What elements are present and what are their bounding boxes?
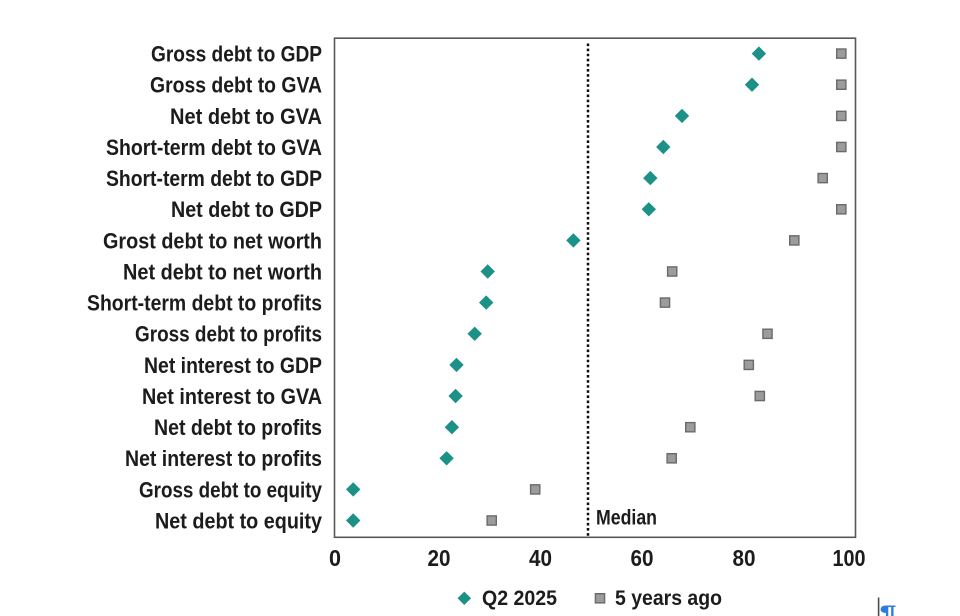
svg-text:Short-term debt to GVA: Short-term debt to GVA (106, 135, 322, 160)
svg-text:40: 40 (529, 545, 552, 571)
svg-text:Net debt to GDP: Net debt to GDP (171, 197, 322, 222)
svg-text:Net debt to profits: Net debt to profits (154, 415, 322, 440)
svg-text:Median: Median (596, 505, 657, 529)
svg-text:Short-term debt to GDP: Short-term debt to GDP (106, 166, 322, 191)
svg-text:Gross debt to GDP: Gross debt to GDP (151, 42, 322, 67)
svg-text:5 years ago: 5 years ago (615, 586, 722, 610)
svg-text:Gross debt to equity: Gross debt to equity (139, 477, 322, 502)
svg-text:Gross debt to GVA: Gross debt to GVA (150, 73, 322, 98)
svg-text:Net interest to GDP: Net interest to GDP (144, 353, 322, 378)
svg-text:Net interest to profits: Net interest to profits (125, 446, 322, 471)
svg-text:Q2 2025: Q2 2025 (482, 586, 557, 610)
svg-text:Short-term debt to profits: Short-term debt to profits (87, 291, 322, 316)
svg-text:80: 80 (733, 545, 756, 571)
svg-text:Gross debt to profits: Gross debt to profits (135, 322, 322, 347)
svg-text:Grost debt to net worth: Grost debt to net worth (103, 228, 322, 253)
svg-text:¶: ¶ (880, 602, 897, 616)
svg-text:100: 100 (833, 545, 866, 571)
svg-text:Net interest to GVA: Net interest to GVA (142, 384, 322, 409)
svg-text:0: 0 (329, 545, 341, 571)
svg-text:60: 60 (631, 545, 654, 571)
svg-text:20: 20 (428, 545, 451, 571)
svg-text:Net debt to equity: Net debt to equity (155, 508, 322, 533)
svg-text:Net debt to net worth: Net debt to net worth (123, 259, 322, 284)
svg-text:Net debt to GVA: Net debt to GVA (170, 104, 322, 129)
